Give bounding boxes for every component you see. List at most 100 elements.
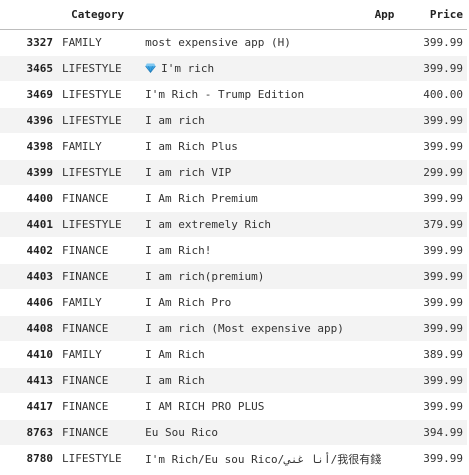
app-name: I'm rich [161, 62, 215, 75]
row-index: 3469 [26, 88, 54, 101]
row-app: I am rich VIP [142, 160, 397, 186]
app-name: I'm Rich/Eu sou Rico/أنا غني/我很有錢 [145, 452, 382, 466]
row-app: I'm Rich/Eu sou Rico/أنا غني/我很有錢 [142, 446, 397, 472]
app-name: I am rich(premium) [145, 270, 265, 283]
row-app: I am rich(premium) [142, 264, 397, 290]
row-index: 3465 [26, 62, 54, 75]
row-category: LIFESTYLE [62, 218, 122, 231]
row-app: I am rich (Most expensive app) [142, 316, 397, 342]
row-index: 4410 [26, 348, 54, 361]
table-row: 4403 FINANCE I am rich(premium) 399.99 [0, 263, 467, 290]
header-category: Category [56, 0, 143, 30]
row-app: most expensive app (H) [142, 30, 397, 56]
row-price: 399.99 [423, 244, 463, 257]
row-index: 4408 [26, 322, 54, 335]
table-row: 4402 FINANCE I am Rich! 399.99 [0, 237, 467, 264]
app-name: I am extremely Rich [145, 218, 271, 231]
row-category: LIFESTYLE [62, 166, 122, 179]
table-row: 4413 FINANCE I am Rich 399.99 [0, 367, 467, 394]
row-index: 4406 [26, 296, 54, 309]
table-row: 3465 LIFESTYLE I'm rich 399.99 [0, 55, 467, 82]
table-row: 3327 FAMILY most expensive app (H) 399.99 [0, 29, 467, 56]
gem-icon [145, 63, 156, 73]
table-header: Category App Price [0, 0, 467, 30]
header-index [0, 0, 57, 30]
row-index: 4401 [26, 218, 54, 231]
app-name: I Am Rich Pro [145, 296, 232, 309]
row-app: I Am Rich [142, 342, 397, 368]
row-price: 399.99 [423, 452, 463, 465]
row-price: 389.99 [423, 348, 463, 361]
row-index: 4403 [26, 270, 54, 283]
app-name: most expensive app (H) [145, 36, 291, 49]
row-price: 399.99 [423, 400, 463, 413]
row-price: 379.99 [423, 218, 463, 231]
row-price: 394.99 [423, 426, 463, 439]
row-app: I Am Rich Premium [142, 186, 397, 212]
row-category: FINANCE [62, 244, 109, 257]
row-price: 399.99 [423, 36, 463, 49]
row-price: 299.99 [423, 166, 463, 179]
table-row: 4399 LIFESTYLE I am rich VIP 299.99 [0, 159, 467, 186]
row-price: 400.00 [423, 88, 463, 101]
row-category: LIFESTYLE [62, 452, 122, 465]
row-category: LIFESTYLE [62, 62, 122, 75]
app-name: I am Rich Plus [145, 140, 238, 153]
row-price: 399.99 [423, 192, 463, 205]
row-index: 4399 [26, 166, 54, 179]
table-row: 4396 LIFESTYLE I am rich 399.99 [0, 107, 467, 134]
row-category: FINANCE [62, 426, 109, 439]
row-app: I'm Rich - Trump Edition [142, 82, 397, 108]
row-index: 4413 [26, 374, 54, 387]
row-index: 8780 [26, 452, 54, 465]
row-category: FAMILY [62, 140, 102, 153]
row-category: FINANCE [62, 322, 109, 335]
row-app: Eu Sou Rico [142, 420, 397, 446]
header-price: Price [397, 0, 467, 30]
row-category: FINANCE [62, 192, 109, 205]
row-app: I am Rich! [142, 238, 397, 264]
row-category: LIFESTYLE [62, 88, 122, 101]
row-category: FINANCE [62, 400, 109, 413]
app-name: I am Rich! [145, 244, 212, 257]
table-row: 4410 FAMILY I Am Rich 389.99 [0, 341, 467, 368]
row-category: FAMILY [62, 348, 102, 361]
app-name: Eu Sou Rico [145, 426, 219, 439]
header-row: Category App Price [0, 0, 467, 30]
row-category: FINANCE [62, 374, 109, 387]
table-row: 4398 FAMILY I am Rich Plus 399.99 [0, 133, 467, 160]
row-index: 3327 [26, 36, 54, 49]
row-app: I'm rich [142, 56, 397, 82]
app-name: I'm Rich - Trump Edition [145, 88, 305, 101]
app-name: I Am Rich [145, 348, 205, 361]
row-app: I AM RICH PRO PLUS [142, 394, 397, 420]
app-name: I am Rich [145, 374, 205, 387]
row-price: 399.99 [423, 374, 463, 387]
app-name: I Am Rich Premium [145, 192, 258, 205]
row-price: 399.99 [423, 296, 463, 309]
row-app: I Am Rich Pro [142, 290, 397, 316]
row-index: 4398 [26, 140, 54, 153]
row-app: I am Rich Plus [142, 134, 397, 160]
table-row: 4406 FAMILY I Am Rich Pro 399.99 [0, 289, 467, 316]
row-index: 8763 [26, 426, 54, 439]
app-name: I am rich VIP [145, 166, 232, 179]
table-row: 8763 FINANCE Eu Sou Rico 394.99 [0, 419, 467, 446]
app-name: I am rich (Most expensive app) [145, 322, 344, 335]
app-name: I am rich [145, 114, 205, 127]
table-row: 8780 LIFESTYLE I'm Rich/Eu sou Rico/أنا غن… [0, 445, 467, 472]
row-app: I am extremely Rich [142, 212, 397, 238]
row-category: LIFESTYLE [62, 114, 122, 127]
app-name: I AM RICH PRO PLUS [145, 400, 265, 413]
row-category: FAMILY [62, 296, 102, 309]
table-row: 4417 FINANCE I AM RICH PRO PLUS 399.99 [0, 393, 467, 420]
row-price: 399.99 [423, 114, 463, 127]
table-row: 4401 LIFESTYLE I am extremely Rich 379.99 [0, 211, 467, 238]
row-category: FAMILY [62, 36, 102, 49]
row-price: 399.99 [423, 140, 463, 153]
row-price: 399.99 [423, 62, 463, 75]
row-index: 4417 [26, 400, 54, 413]
row-price: 399.99 [423, 322, 463, 335]
row-app: I am rich [142, 108, 397, 134]
